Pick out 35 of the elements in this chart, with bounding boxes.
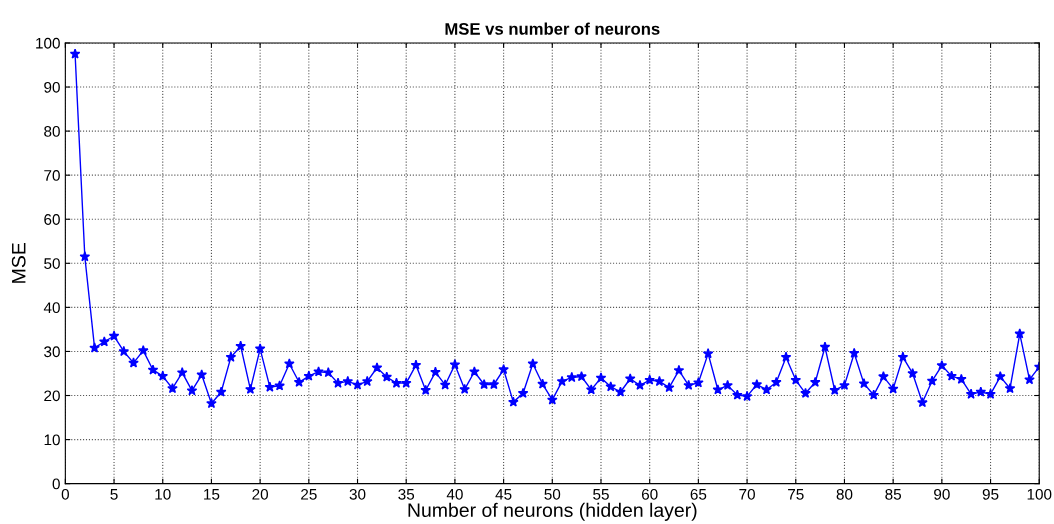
y-tick-label: 40	[43, 302, 60, 314]
x-tick-label: 25	[301, 488, 317, 500]
y-tick-label: 50	[44, 258, 60, 269]
x-tick-label: 40	[446, 488, 463, 500]
y-tick-label: 0	[52, 478, 60, 490]
x-tick-label: 20	[252, 488, 269, 500]
x-tick-label: 55	[593, 489, 609, 500]
x-tick-label: 10	[155, 488, 171, 500]
x-tick-label: 70	[739, 488, 755, 500]
y-tick-label: 30	[44, 346, 60, 358]
x-tick-label: 65	[690, 488, 707, 500]
y-tick-label: 60	[44, 214, 60, 225]
x-tick-label: 15	[204, 489, 220, 500]
y-tick-label: 10	[44, 434, 60, 446]
x-tick-label: 35	[398, 488, 415, 500]
y-axis-title: MSE	[11, 243, 26, 283]
x-tick-label: 60	[641, 488, 658, 500]
x-tick-label: 30	[349, 488, 366, 500]
x-axis-title: Number of neurons (hidden layer)	[408, 502, 697, 521]
chart-title: MSE vs number of neurons	[445, 22, 660, 35]
y-tick-label: 80	[44, 125, 60, 137]
x-tick-label: 75	[788, 489, 804, 500]
y-tick-label: 20	[44, 390, 60, 402]
x-tick-label: 50	[544, 488, 561, 500]
x-tick-label: 95	[982, 488, 999, 500]
y-tick-label: 70	[44, 170, 60, 181]
x-tick-label: 5	[110, 489, 118, 500]
y-tick-label: 100	[36, 37, 60, 49]
x-tick-label: 0	[61, 488, 69, 500]
x-tick-label: 85	[885, 488, 902, 500]
y-tick-label: 90	[44, 81, 60, 93]
x-tick-label: 45	[495, 489, 512, 500]
x-tick-label: 100	[1027, 488, 1052, 500]
x-tick-label: 90	[934, 488, 950, 500]
x-tick-label: 80	[836, 488, 853, 500]
